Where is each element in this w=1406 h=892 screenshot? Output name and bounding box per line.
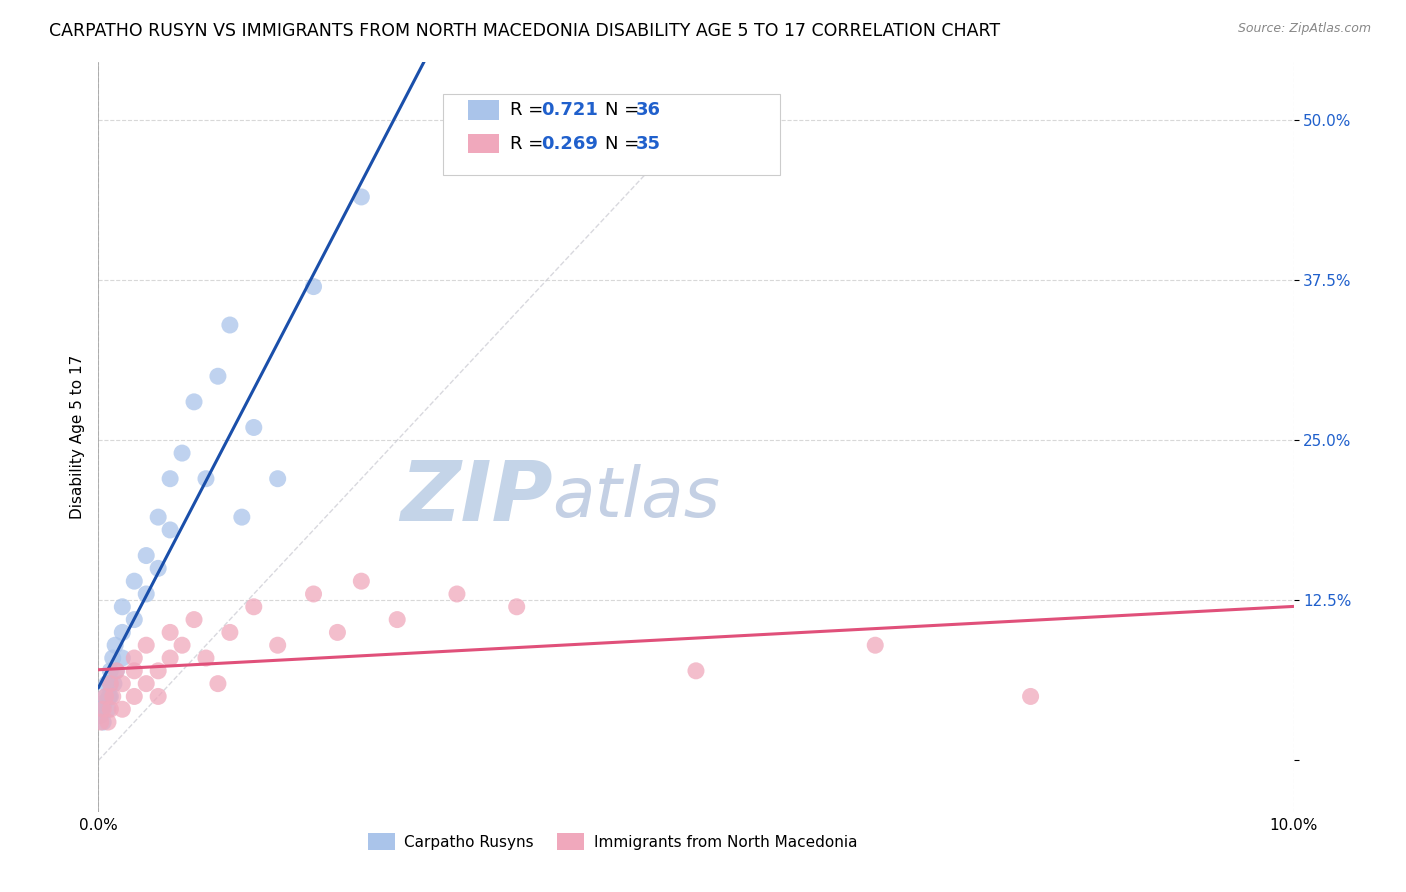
Point — [124, 574, 146, 589]
Point — [90, 714, 112, 729]
Point — [183, 395, 205, 409]
Point — [159, 523, 181, 537]
Point — [172, 638, 194, 652]
Text: 35: 35 — [636, 135, 661, 153]
Text: R =: R = — [510, 101, 550, 119]
Point — [135, 549, 157, 563]
Point — [350, 190, 373, 204]
Point — [97, 702, 120, 716]
Point — [103, 676, 125, 690]
Point — [104, 638, 127, 652]
Point — [101, 690, 124, 704]
Point — [91, 714, 114, 729]
Text: 0.721: 0.721 — [541, 101, 598, 119]
Point — [93, 696, 115, 710]
Point — [195, 472, 218, 486]
Legend: Carpatho Rusyns, Immigrants from North Macedonia: Carpatho Rusyns, Immigrants from North M… — [361, 827, 863, 856]
Point — [91, 702, 114, 716]
Point — [101, 651, 124, 665]
Point — [326, 625, 349, 640]
Point — [135, 587, 157, 601]
Point — [124, 690, 146, 704]
Text: 0.0%: 0.0% — [79, 818, 118, 833]
Point — [207, 676, 229, 690]
Text: N =: N = — [605, 101, 644, 119]
Point — [219, 318, 242, 332]
Point — [231, 510, 253, 524]
Point — [148, 561, 170, 575]
Point — [91, 702, 114, 716]
Point — [685, 664, 707, 678]
Point — [111, 599, 134, 614]
Point — [98, 676, 122, 690]
Point — [148, 664, 170, 678]
Point — [267, 638, 290, 652]
Point — [506, 599, 529, 614]
Point — [350, 574, 373, 589]
Point — [243, 599, 266, 614]
Point — [865, 638, 887, 652]
Text: 36: 36 — [636, 101, 661, 119]
Text: R =: R = — [510, 135, 550, 153]
Point — [98, 676, 122, 690]
Point — [111, 702, 134, 716]
Point — [267, 472, 290, 486]
Point — [207, 369, 229, 384]
Point — [94, 690, 117, 704]
Point — [302, 587, 325, 601]
Point — [302, 279, 325, 293]
Point — [98, 702, 122, 716]
Point — [98, 690, 122, 704]
Text: ZIP: ZIP — [399, 457, 553, 538]
Point — [159, 651, 181, 665]
Point — [446, 587, 468, 601]
Point — [124, 651, 146, 665]
Point — [135, 676, 157, 690]
Point — [172, 446, 194, 460]
Point — [111, 651, 134, 665]
Text: CARPATHO RUSYN VS IMMIGRANTS FROM NORTH MACEDONIA DISABILITY AGE 5 TO 17 CORRELA: CARPATHO RUSYN VS IMMIGRANTS FROM NORTH … — [49, 22, 1000, 40]
Point — [96, 676, 118, 690]
Point — [97, 714, 120, 729]
Point — [98, 690, 121, 704]
Point — [243, 420, 266, 434]
Point — [124, 664, 146, 678]
Point — [111, 625, 134, 640]
Text: Source: ZipAtlas.com: Source: ZipAtlas.com — [1237, 22, 1371, 36]
Text: N =: N = — [605, 135, 644, 153]
Point — [148, 690, 170, 704]
Text: 10.0%: 10.0% — [1270, 818, 1317, 833]
Point — [135, 638, 157, 652]
Y-axis label: Disability Age 5 to 17: Disability Age 5 to 17 — [69, 355, 84, 519]
Point — [159, 472, 181, 486]
Point — [385, 613, 409, 627]
Point — [1019, 690, 1042, 704]
Point — [98, 664, 122, 678]
Point — [219, 625, 242, 640]
Point — [195, 651, 218, 665]
Point — [94, 690, 117, 704]
Point — [148, 510, 170, 524]
Point — [90, 708, 112, 723]
Point — [105, 664, 128, 678]
Text: atlas: atlas — [553, 464, 720, 531]
Point — [105, 664, 128, 678]
Point — [183, 613, 205, 627]
Point — [111, 676, 134, 690]
Text: 0.269: 0.269 — [541, 135, 598, 153]
Point — [124, 613, 146, 627]
Point — [159, 625, 181, 640]
